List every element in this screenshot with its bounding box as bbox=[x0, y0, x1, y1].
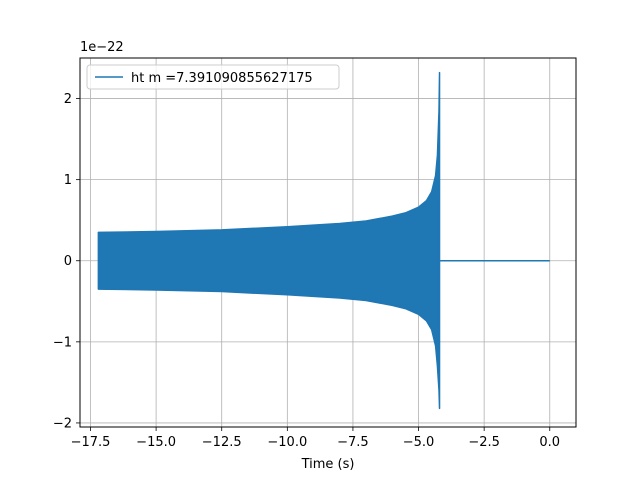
legend: ht m =7.391090855627175 bbox=[86, 64, 340, 90]
legend-box bbox=[86, 64, 340, 90]
x-tick-label: −10.0 bbox=[267, 435, 307, 450]
y-offset-text: 1e−22 bbox=[80, 40, 124, 55]
x-axis-label: Time (s) bbox=[301, 457, 355, 472]
x-tick-label: 0.0 bbox=[539, 435, 560, 450]
plot-area bbox=[79, 57, 577, 428]
x-axis-ticks: −17.5 −15.0 −12.5 −10.0 −7.5 −5.0 −2.5 0.0 bbox=[71, 427, 560, 450]
data-layer bbox=[97, 71, 550, 410]
x-tick-label: −12.5 bbox=[202, 435, 242, 450]
y-tick-label: 1 bbox=[64, 173, 72, 188]
x-tick-label: −7.5 bbox=[337, 435, 369, 450]
y-tick-label: 2 bbox=[64, 92, 72, 107]
y-axis-ticks: −2 −1 0 1 2 bbox=[53, 92, 80, 431]
x-tick-label: −15.0 bbox=[136, 435, 176, 450]
y-tick-label: −1 bbox=[53, 335, 72, 350]
x-tick-label: −17.5 bbox=[71, 435, 111, 450]
x-tick-label: −5.0 bbox=[403, 435, 435, 450]
legend-label: ht m =7.391090855627175 bbox=[131, 71, 313, 86]
y-tick-label: −2 bbox=[53, 416, 72, 431]
x-tick-label: −2.5 bbox=[468, 435, 500, 450]
y-tick-label: 0 bbox=[64, 254, 72, 269]
axes-frame bbox=[79, 57, 577, 428]
series-oscillation-band bbox=[97, 71, 441, 410]
